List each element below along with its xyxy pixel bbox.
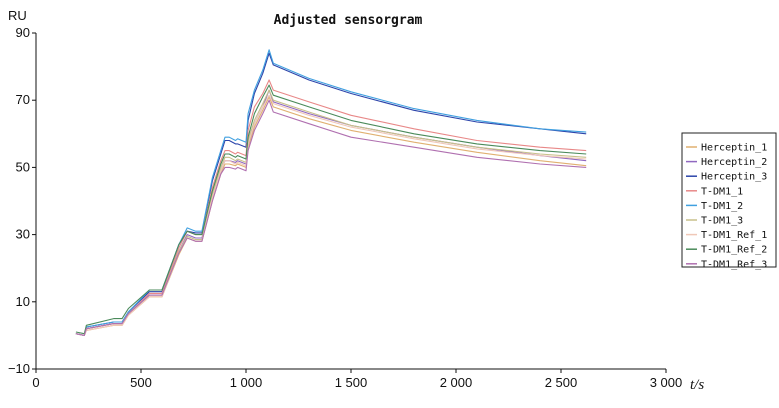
axes (35, 33, 666, 370)
x-tick-label: 2 000 (440, 375, 473, 390)
x-tick-label: 3 000 (650, 375, 683, 390)
series-line (75, 89, 587, 336)
legend-label: Herceptin_3 (701, 172, 767, 183)
x-tick-label: 2 500 (545, 375, 578, 390)
series-line (75, 94, 587, 336)
series-layer (75, 49, 587, 336)
legend-label: T-DM1_1 (701, 186, 743, 197)
y-tick-label: 70 (16, 92, 30, 107)
y-tick-label: −10 (8, 361, 30, 376)
legend-label: T-DM1_Ref_2 (701, 245, 767, 256)
x-tick-label: 500 (130, 375, 152, 390)
legend-box (681, 132, 777, 268)
chart-title: Adjusted sensorgram (274, 13, 423, 28)
x-axis-label: t/s (690, 377, 704, 393)
y-axis-label: RU (8, 8, 27, 23)
legend-label: Herceptin_2 (701, 157, 767, 168)
y-tick-label: 30 (16, 227, 30, 242)
legend-label: Herceptin_1 (701, 143, 767, 154)
legend-label: T-DM1_2 (701, 201, 743, 212)
legend: Herceptin_1 Herceptin_2 Herceptin_3 T-DM1_1… (681, 132, 777, 270)
series-line (75, 99, 587, 336)
legend-label: T-DM1_Ref_1 (701, 230, 767, 241)
series-line (75, 89, 587, 336)
y-tick-label: 90 (16, 25, 30, 40)
y-tick-label: 50 (16, 159, 30, 174)
legend-label: T-DM1_3 (701, 216, 743, 227)
series-line (75, 96, 587, 336)
legend-label: T-DM1_Ref_3 (701, 259, 767, 270)
series-line (75, 84, 587, 335)
series-line (75, 49, 587, 336)
axis-ticks: 0 500 1 000 1 500 2 000 2 500 3 000 −10 10 30 50 70… (8, 25, 682, 390)
x-tick-label: 1 000 (230, 375, 263, 390)
x-tick-label: 1 500 (335, 375, 368, 390)
y-tick-label: 10 (16, 294, 30, 309)
x-tick-label: 0 (32, 375, 39, 390)
